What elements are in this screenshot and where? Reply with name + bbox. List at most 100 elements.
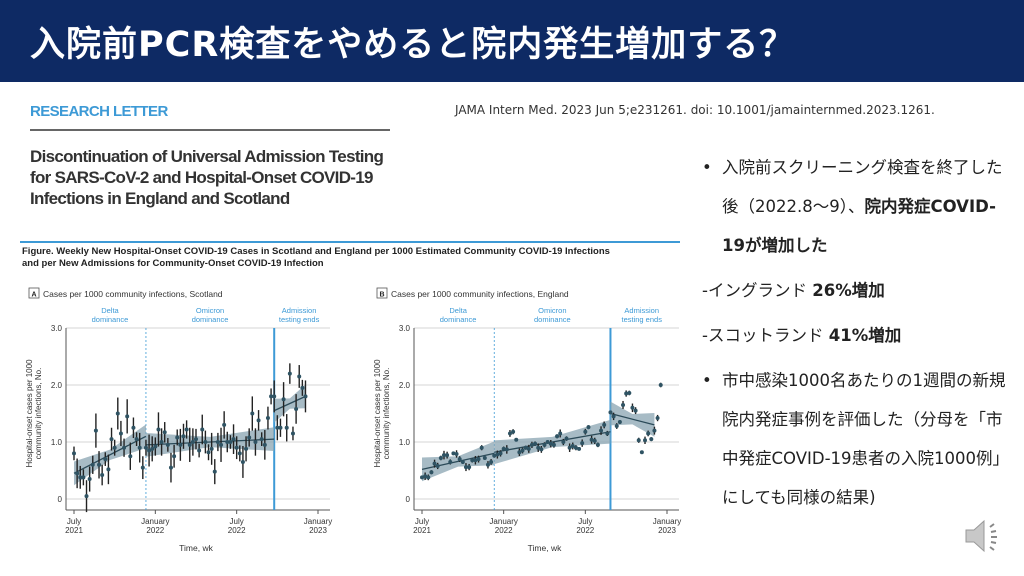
y-tick-label: 1.0: [399, 438, 411, 447]
data-point: [589, 437, 594, 442]
data-point: [87, 477, 92, 482]
data-point: [247, 435, 252, 440]
data-point: [256, 418, 261, 423]
period-label: testing ends: [279, 315, 320, 324]
data-point: [614, 424, 619, 429]
data-point: [90, 462, 95, 467]
data-point: [240, 459, 245, 464]
x-tick-label: 2022: [576, 526, 594, 535]
data-point: [143, 445, 148, 450]
data-point: [187, 442, 192, 447]
data-point: [122, 445, 127, 450]
data-point: [655, 416, 660, 421]
data-point: [529, 442, 534, 447]
data-point: [209, 446, 214, 451]
data-point: [463, 465, 468, 470]
y-axis-label: Hospital-onset cases per 1000: [373, 359, 382, 468]
data-point: [423, 474, 428, 479]
data-point: [300, 385, 305, 390]
period-label: dominance: [534, 315, 571, 324]
data-point: [225, 440, 230, 444]
data-point: [287, 371, 292, 376]
figure-caption: Figure. Weekly New Hospital-Onset COVID-…: [22, 246, 692, 270]
data-point: [175, 435, 180, 440]
paper-title-line: Infections in England and Scotland: [30, 189, 290, 208]
paper-title-line: for SARS-CoV-2 and Hospital-Onset COVID-…: [30, 168, 373, 187]
slide-title: 入院前PCR検査をやめると院内発生増加する？: [30, 25, 796, 65]
data-point: [131, 425, 136, 430]
data-point: [520, 448, 525, 453]
data-point: [639, 450, 644, 455]
data-point: [106, 467, 111, 472]
data-point: [150, 446, 155, 451]
data-point: [580, 441, 585, 446]
data-point: [652, 428, 657, 433]
data-point: [244, 446, 249, 451]
y-tick-label: 1.0: [51, 438, 63, 447]
bullet-item: - スコットランド 41%増加: [700, 316, 1010, 355]
x-tick-label: January: [304, 517, 332, 526]
data-point: [567, 445, 572, 450]
data-point: [281, 397, 286, 402]
x-tick-label: 2022: [495, 526, 513, 535]
data-point: [269, 394, 274, 399]
data-point: [479, 445, 484, 450]
data-point: [81, 475, 86, 480]
data-point: [451, 451, 456, 456]
data-point: [448, 459, 453, 464]
data-point: [514, 437, 519, 442]
data-point: [564, 436, 569, 441]
data-point: [511, 429, 516, 434]
speaker-icon[interactable]: [962, 515, 1004, 557]
trend-line: [494, 431, 611, 453]
data-point: [561, 440, 566, 444]
data-point: [470, 458, 475, 463]
panel-box: [376, 287, 388, 299]
data-point: [278, 425, 283, 430]
bullet-marker: •: [702, 371, 712, 390]
data-point: [140, 465, 145, 470]
data-point: [212, 469, 217, 474]
panel-letter: B: [379, 292, 384, 299]
data-point: [272, 394, 277, 399]
x-tick-label: July: [415, 517, 429, 526]
data-point: [125, 414, 130, 419]
data-point: [134, 437, 139, 442]
data-point: [78, 475, 83, 480]
data-point: [197, 448, 202, 453]
data-point: [523, 445, 528, 450]
data-point: [489, 459, 494, 464]
data-point: [526, 446, 531, 451]
data-point: [118, 431, 123, 436]
data-point: [228, 440, 233, 444]
data-point: [72, 451, 76, 456]
data-point: [168, 465, 173, 470]
data-point: [429, 470, 434, 475]
trend-line: [610, 412, 655, 426]
data-point: [435, 463, 440, 468]
x-tick-label: 2022: [146, 526, 164, 535]
data-point: [602, 422, 607, 427]
data-point: [445, 453, 450, 458]
x-tick-label: 2022: [228, 526, 246, 535]
data-point: [611, 414, 616, 419]
data-point: [159, 440, 164, 444]
data-point: [454, 451, 459, 456]
data-point: [203, 440, 208, 444]
data-point: [112, 445, 117, 450]
x-tick-label: July: [578, 517, 592, 526]
data-point: [237, 451, 242, 456]
data-point: [165, 442, 170, 447]
data-point: [586, 425, 591, 430]
data-point: [156, 427, 161, 432]
x-tick-label: 2021: [65, 526, 83, 535]
data-point: [178, 442, 183, 447]
data-point: [507, 431, 512, 436]
bullet-item: • 入院前スクリーニング検査を終了した後（2022.8～9）、院内発症COVID-…: [700, 148, 1010, 265]
data-point: [643, 438, 648, 443]
data-point: [539, 447, 544, 452]
y-axis-label: Hospital-onset cases per 1000: [25, 359, 34, 468]
data-point: [501, 446, 506, 451]
data-point: [75, 471, 80, 476]
x-tick-label: 2023: [309, 526, 327, 535]
